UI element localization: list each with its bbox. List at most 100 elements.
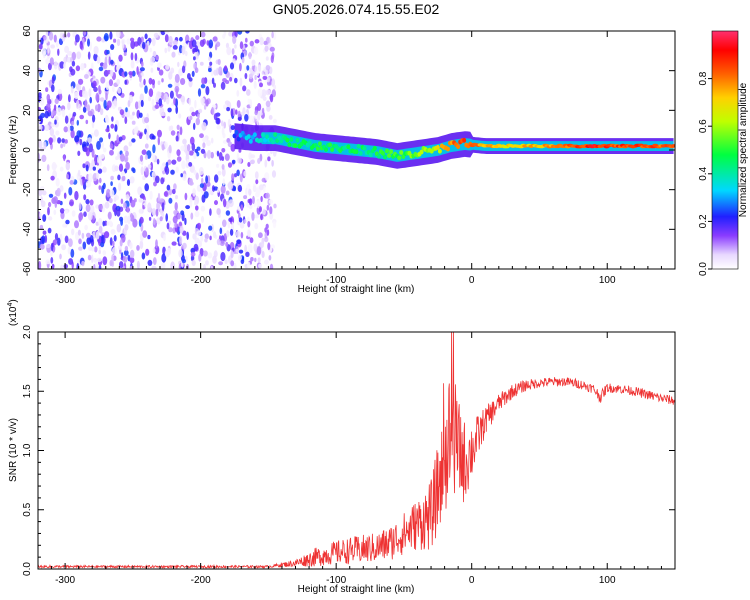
noise-cell (142, 41, 146, 50)
noise-cell (151, 79, 155, 86)
noise-cell (103, 33, 109, 42)
noise-cell (165, 96, 170, 105)
noise-cell (173, 183, 177, 191)
noise-cell (72, 111, 77, 117)
noise-cell (39, 212, 42, 218)
noise-cell (67, 32, 71, 38)
noise-cell (259, 184, 264, 191)
noise-cell (196, 146, 201, 151)
ridge-cell (358, 150, 363, 156)
noise-cell (102, 182, 106, 190)
noise-cell (53, 104, 57, 111)
noise-cell (253, 243, 258, 252)
noise-cell (87, 246, 93, 251)
noise-cell (68, 94, 71, 103)
noise-cell (152, 50, 157, 58)
noise-cell (234, 77, 238, 84)
noise-cell (168, 197, 173, 204)
noise-cell (172, 215, 178, 224)
noise-cell (53, 60, 58, 70)
noise-cell (110, 59, 114, 65)
noise-cell (199, 61, 204, 66)
colorbar-tick-label: 0.4 (698, 166, 709, 180)
noise-cell (224, 65, 228, 72)
noise-cell (91, 62, 94, 71)
noise-cell (124, 71, 128, 77)
snr-background (38, 332, 675, 569)
noise-cell (151, 37, 156, 47)
noise-cell (98, 218, 103, 227)
noise-cell (267, 156, 271, 162)
noise-cell (93, 129, 99, 137)
noise-cell (190, 251, 196, 257)
noise-cell (166, 184, 171, 191)
noise-cell (99, 108, 104, 116)
noise-cell (160, 177, 165, 185)
noise-cell (164, 166, 168, 173)
snr-y-tick-label: 1.0 (22, 443, 33, 457)
ridge-cell (285, 137, 290, 143)
noise-cell (273, 84, 277, 90)
noise-cell (51, 84, 55, 93)
noise-cell (100, 76, 106, 84)
ridge-cell (324, 147, 328, 153)
noise-cell (262, 96, 267, 101)
noise-cell (49, 128, 55, 137)
snr-y-ticks: 0.0 0.5 1.0 1.5 2.0 (22, 325, 675, 576)
noise-cell (250, 257, 254, 262)
noise-cell (102, 147, 107, 153)
noise-cell (205, 260, 209, 266)
noise-cell (139, 67, 145, 72)
noise-cell (130, 37, 135, 42)
noise-cell (181, 65, 186, 74)
noise-cell (130, 60, 135, 69)
noise-cell (88, 173, 93, 182)
noise-cell (231, 159, 236, 164)
noise-cell (69, 125, 74, 131)
noise-cell (139, 240, 144, 249)
noise-cell (188, 150, 194, 156)
noise-cell (50, 97, 54, 106)
noise-cell (157, 136, 160, 146)
ridge-cell (295, 137, 300, 143)
noise-cell (248, 204, 253, 210)
noise-cell (132, 111, 135, 116)
noise-cell (109, 237, 113, 246)
noise-cell (57, 48, 60, 56)
noise-cell (130, 213, 133, 219)
noise-cell (235, 230, 241, 238)
noise-cell (127, 216, 131, 225)
noise-cell (199, 39, 205, 47)
noise-cell (228, 199, 234, 208)
noise-cell (131, 120, 136, 125)
snr-x-tick-label: 0 (469, 575, 475, 586)
snr-x-axis-label: Height of straight line (km) (298, 584, 415, 595)
noise-cell (264, 45, 269, 52)
noise-cell (142, 205, 145, 210)
noise-cell (55, 130, 60, 136)
noise-cell (38, 260, 42, 269)
noise-cell (182, 173, 187, 181)
noise-cell (99, 97, 105, 102)
noise-cell (193, 152, 197, 160)
noise-cell (144, 143, 149, 149)
noise-cell (214, 44, 218, 51)
noise-cell (51, 110, 54, 118)
noise-cell (54, 119, 57, 125)
noise-cell (202, 142, 206, 149)
noise-cell (110, 181, 113, 187)
noise-cell (59, 208, 65, 214)
noise-cell (74, 220, 79, 229)
noise-cell (261, 107, 265, 114)
noise-cell (205, 86, 210, 96)
noise-cell (176, 82, 180, 87)
noise-cell (108, 132, 111, 140)
noise-cell (209, 61, 213, 66)
noise-cell (192, 188, 197, 197)
noise-cell (236, 90, 240, 97)
noise-cell (126, 206, 130, 213)
noise-cell (145, 248, 150, 256)
noise-cell (63, 264, 68, 269)
noise-cell (265, 192, 270, 199)
noise-cell (224, 153, 230, 161)
